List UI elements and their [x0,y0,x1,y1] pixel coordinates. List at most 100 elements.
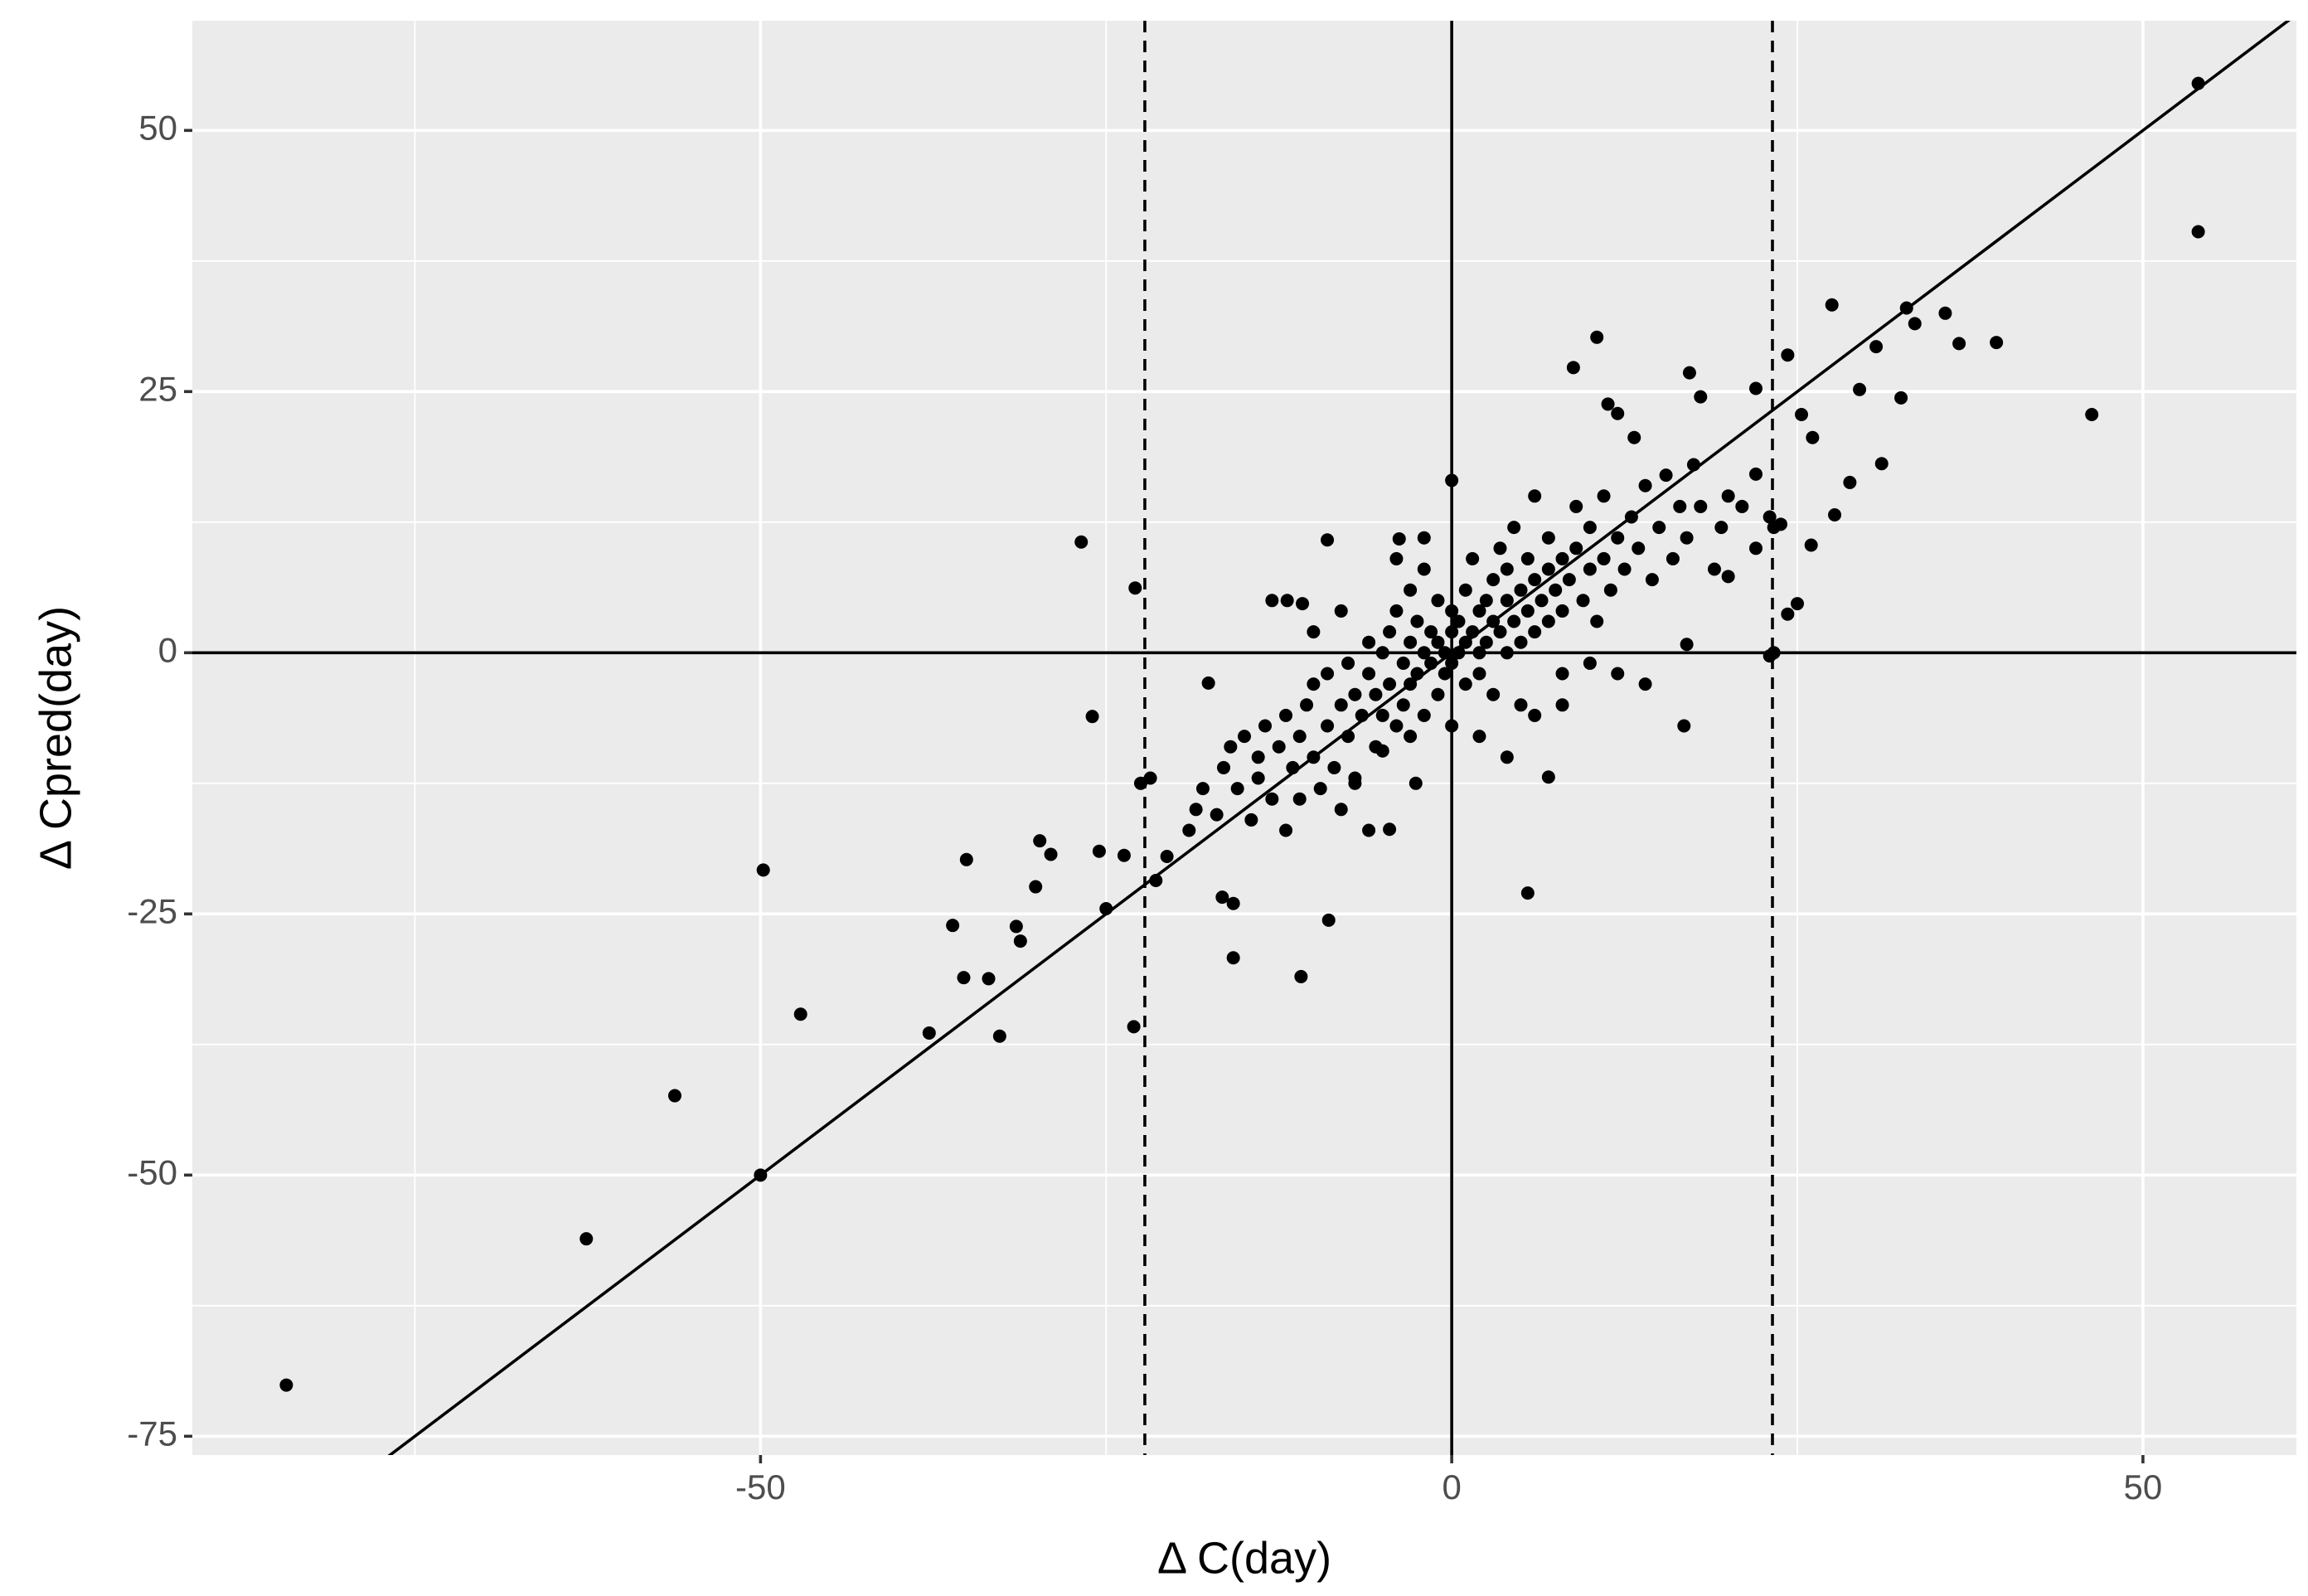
point [1445,604,1459,618]
point [957,971,971,985]
point [1321,667,1335,681]
point [1645,573,1659,587]
point [1638,478,1652,492]
point [1410,667,1424,681]
point [1369,740,1383,754]
point [1383,822,1397,837]
point [922,1026,936,1040]
point [1417,646,1431,660]
point [1541,614,1555,628]
y-tick-label: -75 [127,1414,177,1453]
point [1908,317,1922,331]
point [1555,551,1569,565]
point [1763,510,1777,524]
point [1244,813,1258,827]
point [1182,823,1196,837]
point [1874,457,1889,471]
point [1603,583,1617,597]
point [1307,677,1321,691]
point [793,1007,807,1021]
point [1520,886,1535,900]
point [1541,562,1555,576]
point [1362,823,1376,837]
point [1843,475,1857,489]
point [1201,676,1215,690]
point [1617,562,1632,576]
point [1479,594,1493,608]
point [1493,541,1507,555]
point [279,1378,293,1392]
point [1528,708,1542,722]
point [1238,730,1251,744]
point [1721,489,1735,503]
point [1307,625,1321,639]
point [1224,740,1238,754]
point [959,852,973,866]
point [1597,551,1611,565]
point [1472,730,1486,744]
point [1438,667,1452,681]
point [1383,677,1397,691]
x-axis-title: Δ C(day) [1157,1533,1331,1583]
point [1707,562,1721,576]
point [1694,390,1708,404]
y-tick-label: 25 [138,369,177,408]
point [1404,730,1418,744]
point [1431,635,1445,649]
point [1445,625,1459,639]
point [1472,646,1486,660]
point [1528,489,1542,503]
point [1226,896,1240,910]
point [1472,667,1486,681]
point [1781,348,1795,362]
point [1486,573,1501,587]
point [1334,803,1348,817]
x-tick-label: -50 [735,1467,786,1506]
point [1251,750,1265,764]
point [1417,562,1431,576]
point [1438,646,1452,660]
point [1828,507,1842,521]
point [756,863,770,877]
point [1296,597,1310,611]
point [1514,635,1528,649]
point [1952,337,1966,351]
point [1458,635,1472,649]
point [1410,614,1424,628]
point [1334,698,1348,712]
point [1230,782,1244,796]
point [1748,381,1763,395]
point [1541,770,1555,784]
point [1507,521,1521,535]
point [1781,607,1795,621]
point [1566,361,1580,375]
point [1514,583,1528,597]
point [1143,771,1157,785]
point [1528,625,1542,639]
x-tick-label: 0 [1442,1467,1461,1506]
point [1632,541,1646,555]
point [1583,521,1597,535]
point [1392,531,1406,546]
point [1774,517,1788,531]
point [1292,730,1307,744]
point [1445,473,1459,488]
point [1611,667,1625,681]
point [1500,750,1514,764]
points [279,76,2205,1392]
point [1673,499,1687,513]
point [1417,708,1431,722]
y-tick-label: 0 [158,630,177,669]
point [1409,776,1423,790]
point [1869,340,1884,354]
point [1355,708,1369,722]
point [1216,760,1230,774]
point [1313,782,1327,796]
reference-lines [192,21,2296,1455]
point [1541,531,1555,545]
point [1472,604,1486,618]
point [1853,382,1867,396]
point [1555,698,1569,712]
point [1583,562,1597,576]
point [1680,531,1694,545]
